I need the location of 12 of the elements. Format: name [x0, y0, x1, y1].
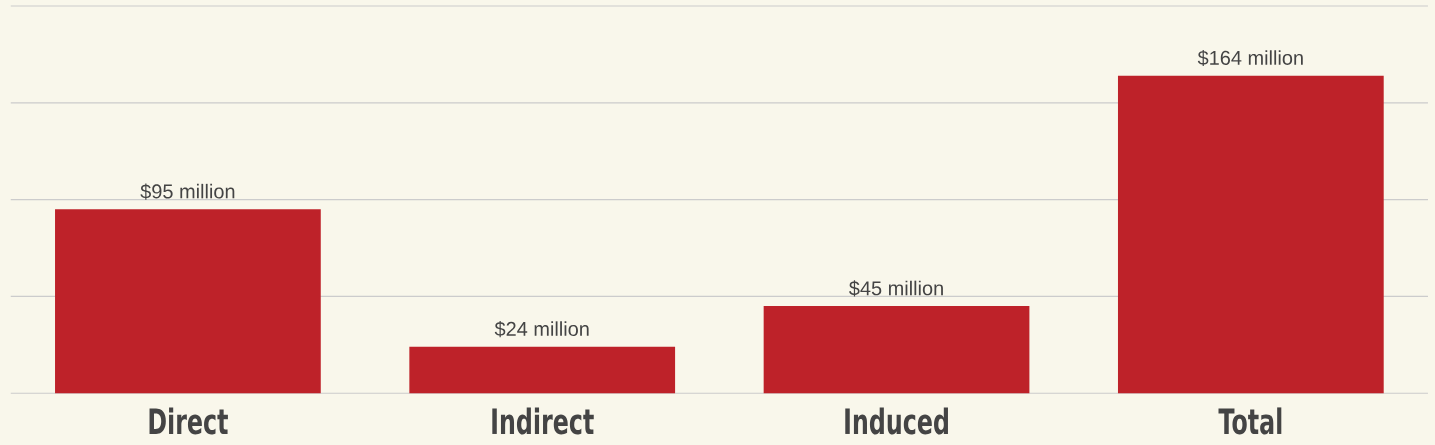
data-label: $45 million	[849, 280, 943, 297]
x-tick-label: Indirect	[492, 407, 594, 435]
data-label: $95 million	[140, 183, 235, 200]
bar	[763, 306, 1030, 394]
bar	[1117, 75, 1384, 394]
x-tick-label: Total	[1218, 407, 1282, 435]
data-label: $24 million	[494, 320, 589, 338]
bar	[409, 346, 676, 394]
data-label: $164 million	[1197, 49, 1303, 67]
x-tick-label: Direct	[149, 407, 228, 435]
x-tick-label: Induced	[845, 407, 948, 435]
bar	[55, 209, 321, 394]
